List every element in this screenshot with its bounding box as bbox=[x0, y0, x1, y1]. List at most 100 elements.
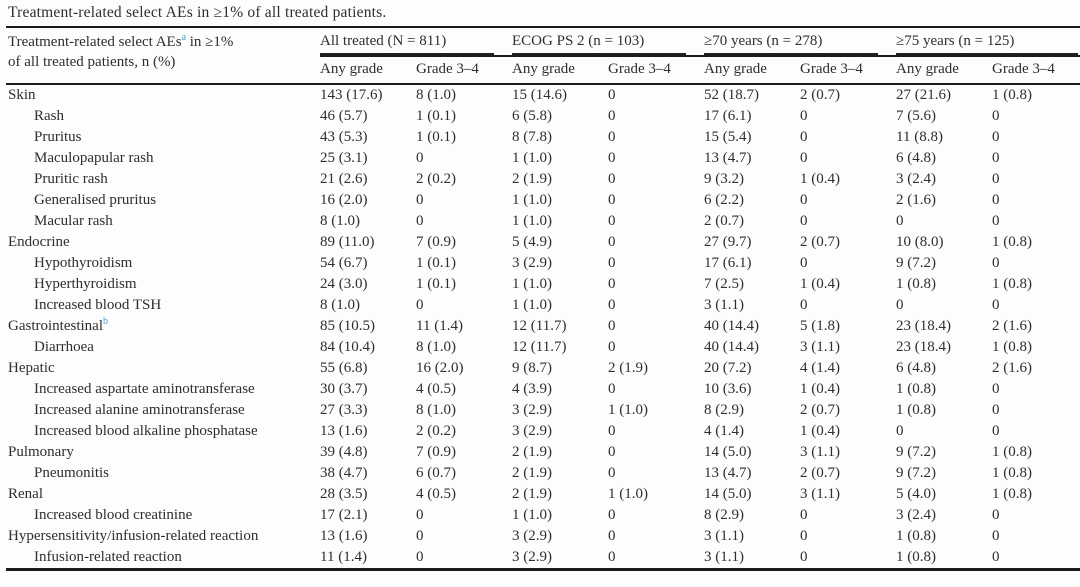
cell: 84 (10.4) bbox=[320, 339, 375, 355]
cell: 0 bbox=[416, 192, 424, 208]
row-label: Rash bbox=[34, 108, 64, 124]
row-label: Hypothyroidism bbox=[34, 255, 133, 271]
cell: 0 bbox=[608, 276, 616, 292]
cell: 6 (4.8) bbox=[896, 150, 937, 166]
cell: 0 bbox=[608, 150, 616, 166]
cell: 27 (21.6) bbox=[896, 87, 952, 103]
cell: 6 (2.2) bbox=[704, 192, 745, 208]
cell: 15 (5.4) bbox=[704, 129, 752, 145]
row-header-line1: Treatment-related select AEsa in ≥1% bbox=[8, 32, 320, 52]
cell: 3 (2.9) bbox=[512, 402, 553, 418]
table-row: Increased blood alkaline phosphatase 13 … bbox=[6, 421, 1080, 442]
cell: 6 (5.8) bbox=[512, 108, 553, 124]
cell: 0 bbox=[992, 129, 1000, 145]
table-row: Rash 46 (5.7) 1 (0.1) 6 (5.8) 0 17 (6.1) 0 7 (… bbox=[6, 106, 1080, 127]
column-group-75-years: ≥75 years (n = 125) bbox=[896, 27, 1080, 57]
table-row: Hyperthyroidism 24 (3.0) 1 (0.1) 1 (1.0) 0 7… bbox=[6, 274, 1080, 295]
cell: 0 bbox=[992, 192, 1000, 208]
cell: 2 (0.2) bbox=[416, 171, 456, 187]
cell: 46 (5.7) bbox=[320, 108, 368, 124]
table-row: Hypersensitivity/infusion-related reacti… bbox=[6, 526, 1080, 547]
cell: 38 (4.7) bbox=[320, 465, 368, 481]
row-label: Increased aspartate aminotransferase bbox=[34, 381, 255, 397]
table-row: Renal 28 (3.5) 4 (0.5) 2 (1.9) 1 (1.0) 14 (5… bbox=[6, 484, 1080, 505]
cell: 1 (0.4) bbox=[800, 171, 841, 187]
cell: 1 (0.4) bbox=[800, 381, 841, 397]
row-label: Maculopapular rash bbox=[34, 150, 154, 166]
footnote-marker-a: a bbox=[181, 32, 187, 43]
cell: 12 (11.7) bbox=[512, 339, 567, 355]
row-label: Generalised pruritus bbox=[34, 192, 157, 208]
cell: 14 (5.0) bbox=[704, 486, 752, 502]
cell: 0 bbox=[416, 150, 424, 166]
cell: 9 (3.2) bbox=[704, 171, 745, 187]
cell: 23 (18.4) bbox=[896, 339, 952, 355]
row-label: Increased blood TSH bbox=[34, 297, 162, 313]
cell: 0 bbox=[608, 213, 616, 229]
cell: 27 (9.7) bbox=[704, 234, 752, 250]
cell: 27 (3.3) bbox=[320, 402, 368, 418]
table-row: Macular rash 8 (1.0) 0 1 (1.0) 0 2 (0.7) 0 0 0 bbox=[6, 211, 1080, 232]
cell: 40 (14.4) bbox=[704, 318, 760, 334]
cell: 2 (1.6) bbox=[992, 318, 1033, 334]
row-label: Hypersensitivity/infusion-related reacti… bbox=[8, 528, 259, 544]
row-label: Increased alanine aminotransferase bbox=[34, 402, 245, 418]
cell: 0 bbox=[992, 402, 1000, 418]
row-label: Pneumonitis bbox=[34, 465, 110, 481]
cell: 3 (2.9) bbox=[512, 255, 553, 271]
cell: 24 (3.0) bbox=[320, 276, 368, 292]
cell: 30 (3.7) bbox=[320, 381, 368, 397]
cell: 8 (1.0) bbox=[416, 402, 456, 418]
cell: 2 (1.9) bbox=[512, 486, 553, 502]
table-row: Increased blood creatinine 17 (2.1) 0 1 (1… bbox=[6, 505, 1080, 526]
cell: 0 bbox=[800, 297, 808, 313]
column-header-any-grade: Any grade bbox=[704, 56, 801, 85]
cell: 0 bbox=[800, 192, 808, 208]
cell: 0 bbox=[608, 528, 616, 544]
cell: 4 (1.4) bbox=[800, 360, 841, 376]
cell: 1 (0.8) bbox=[992, 444, 1033, 460]
cell: 25 (3.1) bbox=[320, 150, 368, 166]
cell: 1 (0.8) bbox=[896, 528, 937, 544]
cell: 0 bbox=[992, 108, 1000, 124]
cell: 17 (2.1) bbox=[320, 507, 368, 523]
cell: 0 bbox=[608, 129, 616, 145]
cell: 0 bbox=[800, 255, 808, 271]
cell: 2 (0.2) bbox=[416, 423, 456, 439]
row-label-text: Gastrointestinal bbox=[8, 318, 103, 334]
column-header-any-grade: Any grade bbox=[512, 56, 609, 85]
column-header-grade-3-4: Grade 3–4 bbox=[416, 56, 513, 85]
column-group-ecog-ps2: ECOG PS 2 (n = 103) bbox=[512, 27, 705, 57]
cell: 0 bbox=[416, 528, 424, 544]
cell: 8 (2.9) bbox=[704, 507, 745, 523]
cell: 143 (17.6) bbox=[320, 87, 383, 103]
cell: 2 (1.6) bbox=[896, 192, 937, 208]
cell: 0 bbox=[896, 213, 904, 229]
cell: 1 (0.1) bbox=[416, 129, 456, 145]
cell: 1 (1.0) bbox=[512, 297, 553, 313]
cell: 5 (4.0) bbox=[896, 486, 937, 502]
cell: 3 (1.1) bbox=[704, 297, 745, 313]
table-row: Diarrhoea 84 (10.4) 8 (1.0) 12 (11.7) 0 40 (… bbox=[6, 337, 1080, 358]
cell: 0 bbox=[608, 255, 616, 271]
cell: 13 (1.6) bbox=[320, 423, 368, 439]
cell: 43 (5.3) bbox=[320, 129, 368, 145]
table-row: Maculopapular rash 25 (3.1) 0 1 (1.0) 0 13 (… bbox=[6, 148, 1080, 169]
cell: 9 (7.2) bbox=[896, 444, 937, 460]
table-row: Pneumonitis 38 (4.7) 6 (0.7) 2 (1.9) 0 13 (4… bbox=[6, 463, 1080, 484]
cell: 3 (2.4) bbox=[896, 171, 937, 187]
cell: 10 (3.6) bbox=[704, 381, 752, 397]
cell: 17 (6.1) bbox=[704, 108, 752, 124]
cell: 85 (10.5) bbox=[320, 318, 375, 334]
column-group-70-years: ≥70 years (n = 278) bbox=[704, 27, 897, 57]
cell: 1 (0.1) bbox=[416, 108, 456, 124]
cell: 11 (1.4) bbox=[416, 318, 463, 334]
cell: 3 (2.9) bbox=[512, 423, 553, 439]
table-row: Pruritus 43 (5.3) 1 (0.1) 8 (7.8) 0 15 (5.4)… bbox=[6, 127, 1080, 148]
cell: 0 bbox=[800, 108, 808, 124]
cell: 8 (2.9) bbox=[704, 402, 745, 418]
cell: 0 bbox=[608, 549, 616, 565]
cell: 1 (1.0) bbox=[512, 276, 553, 292]
table-caption: Treatment-related select AEs in ≥1% of a… bbox=[8, 4, 387, 21]
cell: 2 (0.7) bbox=[704, 213, 745, 229]
